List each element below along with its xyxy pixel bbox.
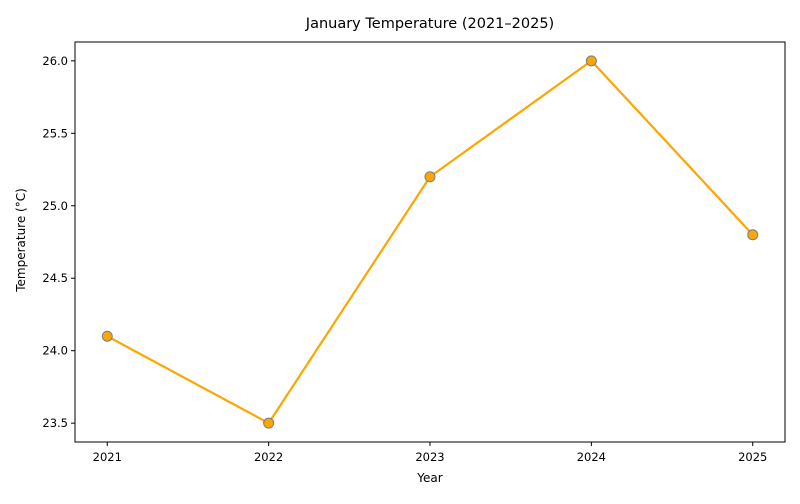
data-point — [424, 171, 436, 183]
y-tick-label: 25.5 — [42, 126, 68, 140]
data-point — [263, 417, 275, 429]
data-point — [101, 330, 113, 342]
plot-area: 23.5 24.0 24.5 25.0 25.5 26.0 2021 2022 2023 2024… — [42, 41, 786, 464]
x-axis-label: Year — [416, 471, 442, 485]
x-tick-label: 2024 — [577, 450, 606, 464]
y-tick-label: 25.0 — [42, 199, 68, 213]
x-tick-label: 2025 — [738, 450, 767, 464]
chart-title: January Temperature (2021–2025) — [305, 16, 554, 32]
x-tick-label: 2021 — [93, 450, 122, 464]
plot-frame — [74, 41, 786, 443]
y-axis-label: Temperature (°C) — [14, 188, 28, 293]
x-tick-label: 2023 — [415, 450, 444, 464]
data-point — [585, 55, 597, 67]
y-tick-label: 24.0 — [42, 344, 68, 358]
data-point — [747, 229, 759, 241]
y-tick-label: 26.0 — [42, 54, 68, 68]
x-tick-label: 2022 — [254, 450, 283, 464]
y-tick-label: 23.5 — [42, 416, 68, 430]
y-tick-label: 24.5 — [42, 271, 68, 285]
